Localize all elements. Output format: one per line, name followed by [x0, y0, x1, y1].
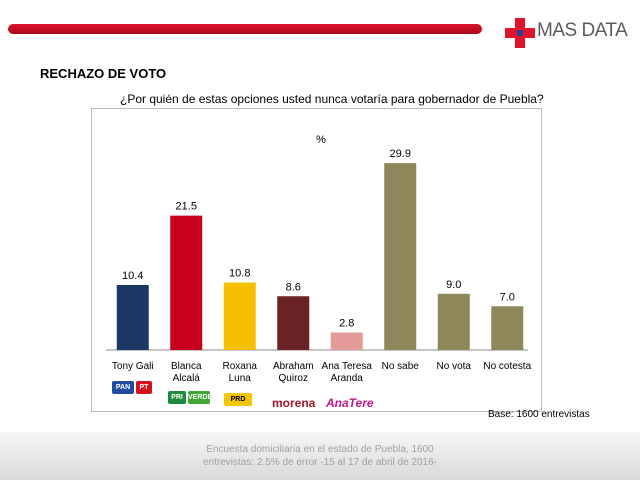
bar-7: [491, 306, 524, 350]
value-label-3: 8.6: [286, 281, 301, 293]
morena-logo: morena: [272, 396, 316, 410]
category-label-3: Abraham Quiroz: [273, 361, 314, 384]
unit-label: %: [316, 134, 326, 146]
category-label-2: Roxana Luna: [223, 361, 258, 384]
roxana-luna-party-logos: PRD: [224, 393, 252, 406]
section-title: RECHAZO DE VOTO: [40, 66, 167, 81]
value-label-2: 10.8: [229, 268, 250, 280]
category-label-6: No vota: [437, 361, 472, 372]
value-label-5: 29.9: [390, 148, 411, 160]
pan-logo: PAN: [112, 381, 134, 394]
value-label-0: 10.4: [122, 270, 143, 282]
footer-band: [0, 432, 640, 480]
category-label-0: Tony Gali: [112, 361, 154, 372]
category-label-5: No sabe: [382, 361, 420, 372]
value-label-4: 2.8: [339, 318, 354, 330]
verde-logo: VERDE: [188, 391, 212, 404]
bar-6: [437, 293, 470, 350]
ana-teresa-aranda-logo: AnaTere: [326, 396, 374, 410]
anatere-logo: AnaTere: [326, 396, 374, 410]
prd-logo: PRD: [224, 393, 252, 406]
value-label-1: 21.5: [176, 201, 197, 213]
bar-2: [223, 282, 256, 350]
pt-logo: PT: [136, 381, 152, 394]
category-label-1: Blanca Alcalá: [171, 361, 202, 384]
brand-name: MAS DATA: [537, 20, 628, 41]
chart-question: ¿Por quién de estas opciones usted nunca…: [120, 92, 544, 106]
footer-text: Encuesta domiciliaria en el estado de Pu…: [0, 443, 640, 469]
bar-4: [330, 332, 363, 350]
bar-0: [116, 285, 149, 350]
red-cross-icon: [505, 18, 535, 48]
bar-3: [277, 296, 310, 350]
header-bar: [8, 24, 482, 34]
blanca-alcala-party-logos: PRI VERDE: [168, 391, 212, 404]
pri-logo: PRI: [168, 391, 186, 404]
bar-1: [170, 215, 203, 350]
value-label-7: 7.0: [500, 291, 515, 303]
category-label-4: Ana Teresa Aranda: [322, 361, 373, 384]
mas-data-logo: MAS DATA: [505, 16, 628, 50]
footer-line-2: entrevistas: 2.5% de error -15 al 17 de …: [202, 457, 438, 468]
abraham-quiroz-party-logos: morena: [272, 396, 315, 410]
bar-5: [384, 163, 417, 350]
category-label-7: No cotesta: [483, 361, 531, 372]
plot-area-frame: [91, 108, 542, 412]
footer-line-1: Encuesta domiciliaria en el estado de Pu…: [206, 444, 434, 455]
value-label-6: 9.0: [446, 279, 461, 291]
base-note: Base: 1600 entrevistas: [488, 409, 590, 420]
bar-chart: % 10.4 Tony Gali 21.5 Blanca Alcalá 10.8 Roxan…: [106, 134, 532, 384]
tony-gali-party-logos: PAN PT: [112, 381, 152, 394]
